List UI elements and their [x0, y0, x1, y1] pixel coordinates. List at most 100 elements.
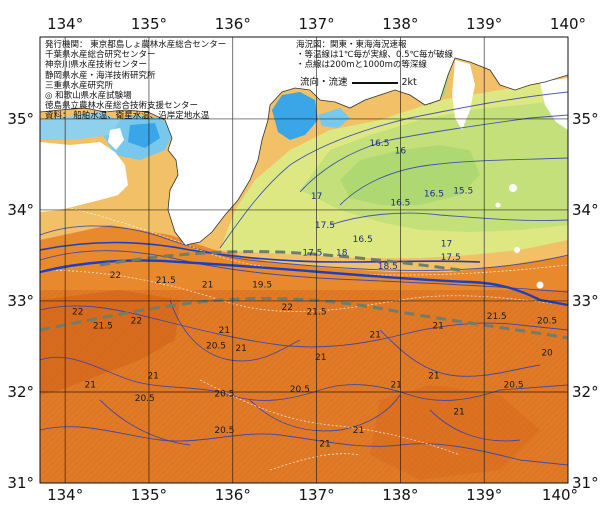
map-frame: [39, 36, 569, 484]
map-note-line: ・点線は200mと1000mの等深線: [296, 60, 427, 71]
isotherm-label: 20.5: [214, 426, 234, 436]
lat-tick-left: 34°: [7, 201, 34, 219]
dashed-axis-south: [40, 297, 568, 340]
isotherm-label: 22: [282, 303, 293, 313]
isotherm-label: 20.5: [135, 394, 155, 404]
isotherm-label: 15.5: [453, 187, 473, 197]
isotherm-label: 17: [441, 239, 452, 249]
isotherm-label: 22: [110, 271, 121, 281]
current-legend-unit: 2kt: [401, 77, 417, 88]
isotherm-label: 21: [453, 408, 464, 418]
isotherm-label: 21: [319, 440, 330, 450]
isotherm-label: 21: [428, 371, 439, 381]
lat-tick-left: 31°: [7, 474, 34, 492]
isotherm-label: 21: [315, 353, 326, 363]
coastline: [40, 57, 568, 246]
lat-tick-right: 32°: [572, 383, 599, 401]
isotherm-label: 21: [147, 371, 158, 381]
isotherm-label: 20.5: [504, 380, 524, 390]
land-miyake: [514, 247, 520, 253]
lat-tick-right: 33°: [572, 292, 599, 310]
dashed-axis-north: [99, 250, 461, 272]
isotherm-label: 21: [370, 330, 381, 340]
land-izu-peninsula: [452, 60, 475, 130]
map-notes: 海況図：関東・東海海況速報 ・等温線は1℃毎が実線、0.5℃毎が破線 ・点線は2…: [296, 40, 453, 71]
isotherm-label: 21: [353, 426, 364, 436]
current-arrow-icon: [351, 81, 398, 84]
issuer-note-line: 静岡県水産・海洋技術研究所: [45, 70, 156, 81]
isotherm-label: 20.5: [206, 341, 226, 351]
lon-tick-top: 135°: [131, 15, 167, 33]
isotherm-label: 18.5: [378, 262, 398, 272]
lon-tick-top: 139°: [466, 15, 502, 33]
issuer-note-line: 三重県水産研究所: [45, 80, 114, 91]
isotherm-label: 20.5: [537, 317, 557, 327]
isotherm-label: 21: [432, 321, 443, 331]
issuer-note-line: 資料： 船舶水温、衛星水温、沿岸定地水温: [45, 111, 210, 122]
lon-tick-top: 138°: [382, 15, 418, 33]
isotherm-label: 21.5: [307, 308, 327, 318]
lon-tick-bottom: 136°: [215, 486, 251, 504]
contour-labels: 16.5 16 16.5 15.5 17 16.5 17.5 17.5 18 16.5 18.5 17…: [72, 139, 557, 449]
land-honshu: [40, 37, 568, 245]
depth-contours: [40, 199, 568, 471]
isotherm-label: 16.5: [424, 189, 444, 199]
isotherm-label: 17: [311, 192, 322, 202]
land-izu-oshima: [509, 184, 517, 192]
isotherm-label: 21.5: [156, 276, 176, 286]
isotherm-label: 21.5: [487, 312, 507, 322]
lon-tick-top: 137°: [299, 15, 335, 33]
isotherm-label: 16.5: [390, 198, 410, 208]
lon-tick-bottom: 138°: [382, 486, 418, 504]
lat-tick-left: 35°: [7, 110, 34, 128]
mikawa-bay: [318, 108, 350, 128]
isotherm-label: 22: [72, 308, 83, 318]
isotherm-label: 18: [336, 248, 348, 258]
map-note-line: ・等温線は1℃毎が実線、0.5℃毎が破線: [296, 50, 454, 61]
issuer-note-line: ◎ 和歌山県水産試験場: [45, 91, 132, 102]
isotherm-label: 21: [235, 344, 246, 354]
lat-tick-right: 35°: [572, 110, 599, 128]
issuer-note-line: 発行機関： 東京都島しょ農林水産総合センター: [45, 40, 227, 50]
isotherm-label: 21: [219, 326, 230, 336]
lon-tick-bottom: 137°: [299, 486, 335, 504]
isotherm-label: 22: [131, 317, 142, 327]
isotherm-label: 21: [390, 380, 401, 390]
lon-tick-bottom: 134°: [47, 486, 83, 504]
isotherm-label: 21: [202, 280, 213, 290]
land-boso: [540, 78, 568, 130]
isotherm-label: 20: [541, 349, 553, 359]
lat-tick-right: 31°: [572, 474, 599, 492]
issuer-note-line: 徳島県立農林水産総合技術支援センター: [45, 101, 199, 112]
lon-tick-top: 140°: [550, 15, 586, 33]
land-awaji: [108, 128, 124, 150]
lat-tick-left: 33°: [7, 292, 34, 310]
map-note-line: 海況図：関東・東海海況速報: [296, 40, 407, 50]
lon-tick-bottom: 140°: [542, 486, 578, 504]
current-legend: 流向・流速 2kt: [300, 74, 417, 88]
map-area: 16.5 16 16.5 15.5 17 16.5 17.5 17.5 18 16.5 18.5 17…: [40, 37, 568, 483]
lat-lon-grid: [40, 37, 568, 483]
isotherm-label: 16.5: [369, 139, 389, 149]
land-niijima: [495, 202, 501, 208]
lon-tick-bottom: 139°: [466, 486, 502, 504]
isotherm-label: 20.5: [214, 390, 234, 400]
isotherm-label: 16: [395, 147, 407, 157]
isotherm-label: 20.5: [290, 385, 310, 395]
coordinate-ticks: 134° 135° 136° 137° 138° 139° 140° 134° 135° 136°…: [7, 15, 598, 504]
issuer-note-line: 千葉県水産総合研究センター: [45, 50, 156, 61]
isotherm-label: 21.5: [93, 321, 113, 331]
lon-tick-top: 134°: [47, 15, 83, 33]
lon-tick-top: 136°: [215, 15, 251, 33]
current-legend-label: 流向・流速: [300, 77, 348, 88]
isotherm-label: 17.5: [315, 221, 335, 231]
lat-tick-left: 32°: [7, 383, 34, 401]
isotherm-label: 17.5: [441, 253, 461, 263]
ise-bay: [272, 92, 318, 140]
issuer-note-line: 神奈川県水産技術センター: [45, 60, 148, 71]
land-shikoku: [40, 142, 128, 212]
lat-tick-right: 34°: [572, 201, 599, 219]
isotherm-label: 19.5: [252, 280, 272, 290]
osaka-bay-inner: [128, 123, 160, 148]
